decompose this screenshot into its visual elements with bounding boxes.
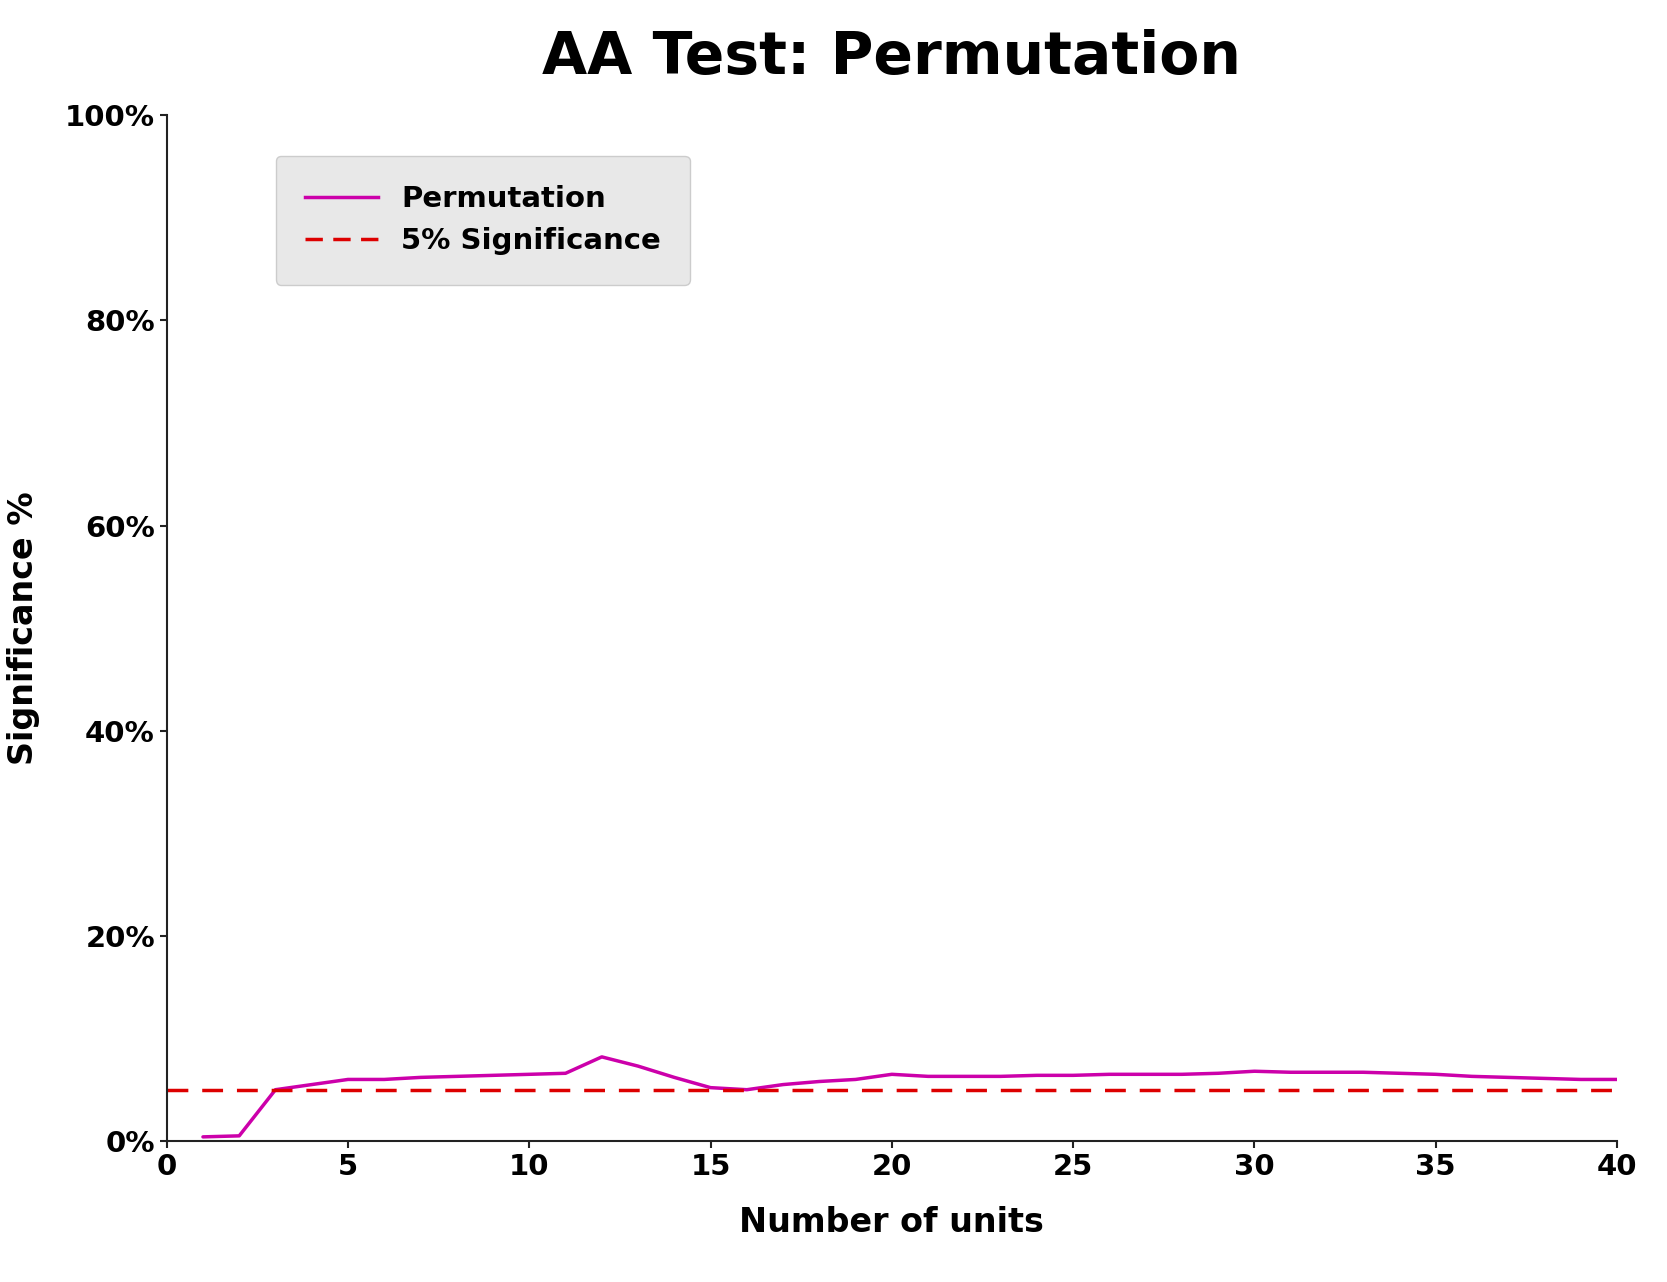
5% Significance xyxy=(157,1082,177,1097)
Permutation xyxy=(700,1079,720,1095)
Permutation xyxy=(302,1077,322,1092)
Permutation xyxy=(810,1074,830,1090)
X-axis label: Number of units: Number of units xyxy=(740,1206,1044,1238)
Permutation xyxy=(954,1069,974,1085)
Permutation xyxy=(628,1059,648,1074)
Permutation xyxy=(1425,1067,1445,1082)
Permutation xyxy=(737,1082,757,1097)
Permutation xyxy=(1535,1070,1555,1086)
Permutation xyxy=(1064,1068,1084,1083)
Permutation xyxy=(1317,1064,1337,1079)
Line: Permutation: Permutation xyxy=(203,1056,1617,1137)
Permutation xyxy=(1607,1072,1627,1087)
Permutation xyxy=(375,1072,395,1087)
Permutation xyxy=(338,1072,358,1087)
Y-axis label: Significance %: Significance % xyxy=(7,491,40,765)
Permutation xyxy=(230,1128,250,1144)
Permutation xyxy=(1390,1065,1410,1081)
Permutation xyxy=(882,1067,902,1082)
Permutation xyxy=(1462,1069,1482,1085)
Permutation xyxy=(265,1082,285,1097)
Permutation xyxy=(1499,1069,1519,1085)
Legend: Permutation, 5% Significance: Permutation, 5% Significance xyxy=(275,155,690,285)
Permutation xyxy=(1570,1072,1590,1087)
Permutation xyxy=(990,1069,1010,1085)
Permutation xyxy=(1135,1067,1155,1082)
Permutation xyxy=(665,1069,685,1085)
Permutation xyxy=(773,1077,793,1092)
Permutation xyxy=(193,1129,213,1145)
Permutation xyxy=(520,1067,540,1082)
Permutation xyxy=(1172,1067,1192,1082)
Permutation xyxy=(592,1049,612,1064)
Permutation xyxy=(555,1065,575,1081)
Permutation xyxy=(1280,1064,1300,1079)
Permutation xyxy=(410,1069,430,1085)
Permutation xyxy=(1209,1065,1229,1081)
Permutation xyxy=(483,1068,503,1083)
Permutation xyxy=(1244,1064,1265,1079)
5% Significance xyxy=(193,1082,213,1097)
Permutation xyxy=(919,1069,939,1085)
Permutation xyxy=(1027,1068,1047,1083)
Permutation xyxy=(1100,1067,1120,1082)
Permutation xyxy=(1354,1064,1374,1079)
Permutation xyxy=(447,1069,467,1085)
Permutation xyxy=(845,1072,865,1087)
Title: AA Test: Permutation: AA Test: Permutation xyxy=(542,28,1242,86)
